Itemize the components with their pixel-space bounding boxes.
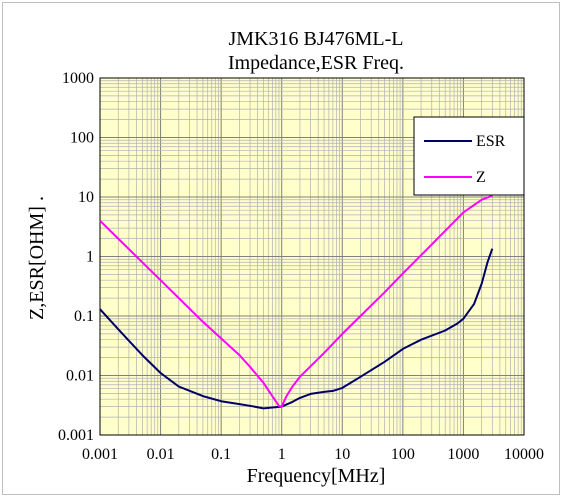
y-axis-label: Z,ESR[OHM] . (26, 196, 48, 320)
x-tick-label: 0.001 (82, 446, 118, 463)
x-tick-label: 100 (391, 446, 415, 463)
series-line-z (99, 194, 493, 408)
y-tick-label: 0.1 (74, 308, 94, 325)
y-tick-label: 0.01 (66, 368, 94, 385)
legend-label-z: Z (476, 169, 486, 186)
legend-label-esr: ESR (476, 133, 506, 150)
x-tick-label: 1000 (447, 446, 479, 463)
series-line-esr (99, 248, 494, 410)
legend: ESR Z (413, 116, 525, 196)
y-tick-label: 0.001 (58, 427, 94, 444)
y-tick-labels: 0.001 0.01 0.1 1 10 100 1000 (58, 70, 94, 444)
chart-subtitle: Impedance,ESR Freq. (228, 52, 404, 74)
y-tick-label: 1 (86, 249, 94, 266)
x-axis-label: Frequency[MHz] (247, 465, 386, 487)
legend-box (413, 116, 525, 196)
x-tick-label: 1 (278, 446, 286, 463)
y-tick-label: 1000 (62, 70, 94, 87)
x-tick-labels: 0.001 0.01 0.1 1 10 100 1000 10000 (82, 446, 544, 463)
plot-border (99, 77, 525, 436)
x-tick-label: 10000 (504, 446, 544, 463)
x-tick-label: 0.1 (211, 446, 231, 463)
y-tick-label: 100 (70, 130, 94, 147)
x-tick-label: 0.01 (147, 446, 175, 463)
grid-lines (99, 78, 524, 436)
series-lines (99, 194, 494, 410)
y-tick-label: 10 (78, 189, 94, 206)
chart-title: JMK316 BJ476ML-L (228, 28, 403, 50)
x-tick-label: 10 (334, 446, 350, 463)
